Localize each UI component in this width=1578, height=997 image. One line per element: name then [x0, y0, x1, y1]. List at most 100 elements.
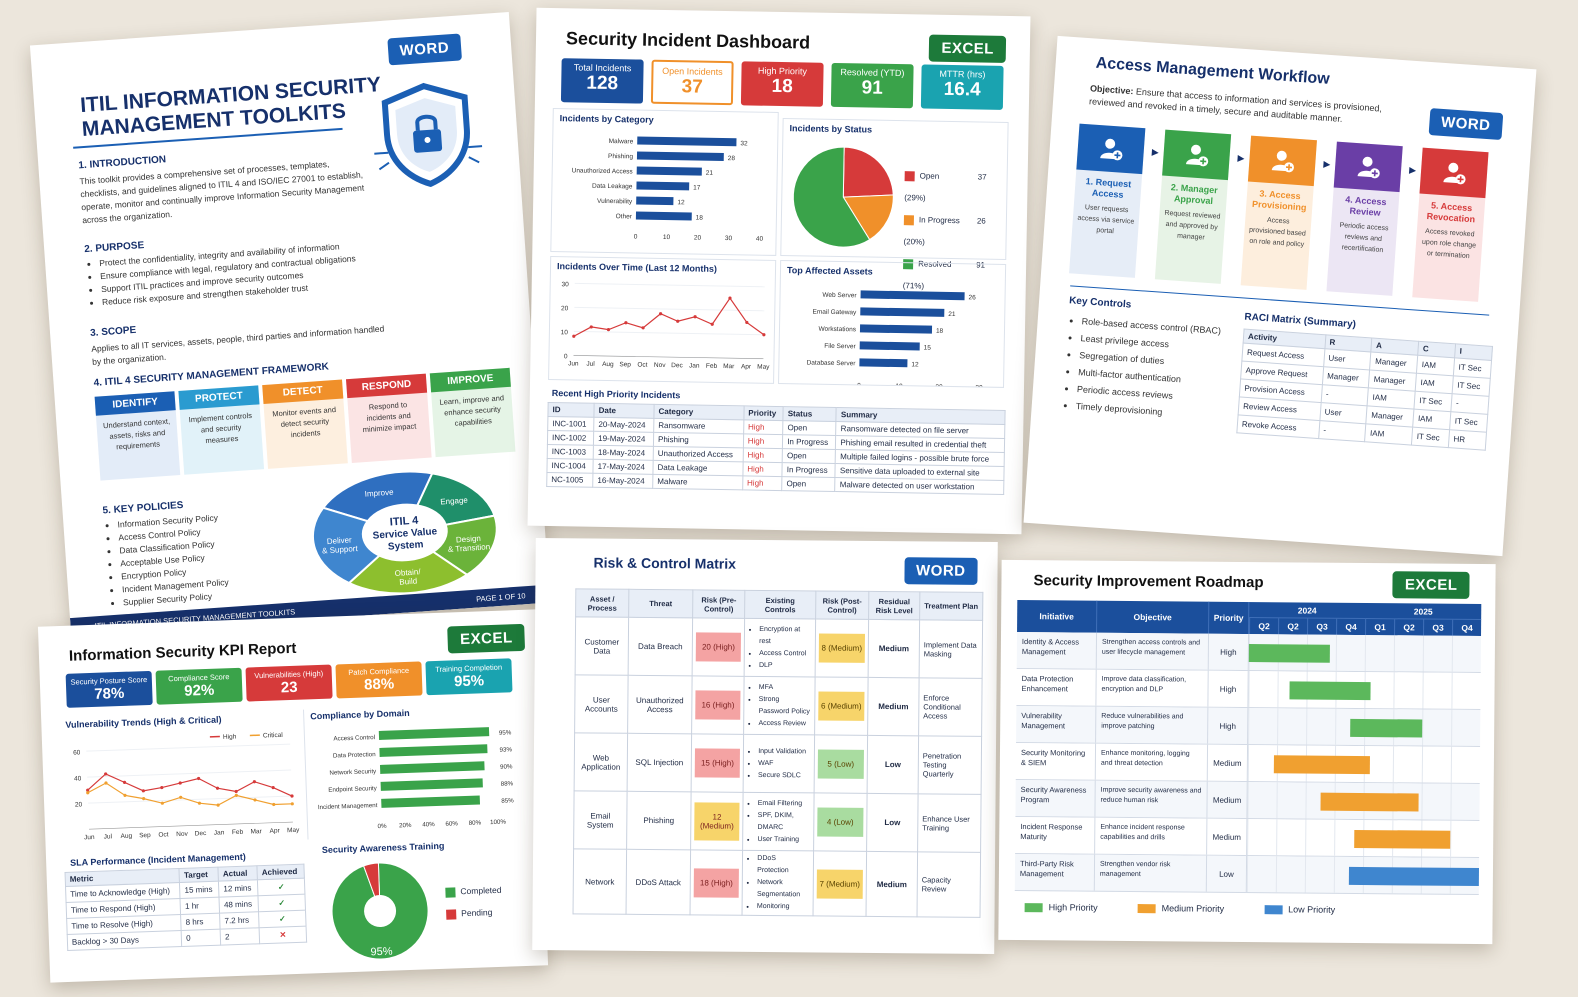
risk-score-badge: 18 (High): [693, 867, 740, 898]
quarter-label: Q3: [1307, 618, 1337, 635]
timeline-gridline: [1393, 672, 1395, 709]
table-cell: Low: [866, 793, 918, 852]
timeline-gridline: [1304, 856, 1307, 893]
initiative-name: Third-Party Risk Management: [1014, 853, 1096, 891]
initiative-objective: Strengthen vendor risk management: [1094, 854, 1208, 892]
bar-category-label: Email Gateway: [813, 309, 858, 317]
axis-tick-label: Jun: [84, 834, 95, 841]
framework-card: RESPOND Respond to incidents and minimize…: [345, 373, 432, 464]
bar: [859, 341, 920, 351]
table-header-row: Asset / Process Threat Risk (Pre-Control) E…: [575, 588, 983, 621]
list-item: Email Filtering: [758, 797, 810, 809]
wheel-center-text: ITIL 4: [389, 514, 419, 528]
column-header: Residual Risk Level: [868, 591, 920, 620]
legend-item: Open 37 (29%): [904, 165, 1007, 211]
initiative-priority: Medium: [1207, 818, 1248, 856]
timeline-cells: [1247, 819, 1479, 857]
roadmap-grid: Initiative Objective Priority 2024 2025 Q2 Q2 Q…: [1014, 599, 1482, 896]
bar-value-label: 90%: [500, 763, 513, 770]
recent-incidents-table: ID Date Category Priority Status Summary INC-1…: [546, 402, 1006, 495]
workflow-step-text: Request reviewed and approved by manager: [1164, 209, 1221, 242]
axis-tick-label: 10: [561, 329, 569, 336]
axis-tick-label: Sep: [619, 361, 631, 368]
axis-tick-label: Jul: [586, 361, 595, 368]
framework-card: DETECT Monitor events and detect security…: [262, 379, 348, 469]
bar-value-label: 32: [740, 140, 748, 147]
risk-score-cell: 16 (High): [691, 675, 745, 735]
timeline-gridline: [1450, 820, 1452, 857]
bar: [636, 181, 690, 191]
bar: [636, 166, 702, 176]
roadmap-row: Identity & Access Management Strengthen a…: [1016, 631, 1482, 674]
table-cell: Ransomware: [653, 418, 744, 434]
column-header: Objective: [1097, 600, 1210, 634]
incidents-over-time-panel: Incidents Over Time (Last 12 Months) 0 10…: [548, 256, 777, 384]
timeline-gridline: [1422, 709, 1424, 746]
table-cell: Penetration Testing Quarterly: [917, 735, 982, 795]
timeline-cells: [1247, 782, 1479, 820]
timeline-gridline: [1247, 782, 1249, 819]
timeline-gridline: [1275, 856, 1278, 893]
kpi-card: Vulnerabilities (High) 23: [245, 664, 333, 702]
gridline: [574, 306, 765, 312]
kpi-card: Open Incidents 37: [650, 59, 734, 106]
list-item: Access Control: [759, 647, 811, 659]
bar-category-label: File Server: [824, 343, 856, 351]
controls-list: Role-based access control (RBAC)Least pr…: [1061, 312, 1238, 426]
column-header: Priority: [743, 405, 784, 421]
initiative-name: Vulnerability Management: [1016, 705, 1097, 743]
user-icon: [1162, 129, 1232, 181]
axis-tick-label: 20: [694, 235, 702, 242]
quarter-label: Q4: [1336, 618, 1366, 636]
list-item: Input Validation: [758, 745, 810, 757]
table-cell: Medium: [868, 619, 920, 678]
bar-value-label: 15: [924, 345, 932, 352]
risk-score-badge: 16 (High): [695, 690, 741, 720]
raci-matrix: RACI Matrix (Summary) Activity R A C I Reques…: [1236, 312, 1494, 451]
bar-category-label: Data Protection: [333, 751, 376, 760]
axis-tick-label: May: [287, 827, 300, 834]
table-cell: Unauthorized Access: [653, 446, 744, 462]
timeline-gridline: [1247, 819, 1249, 856]
timeline-gridline: [1450, 783, 1452, 820]
objective: Objective: Ensure that access to informa…: [1089, 82, 1410, 130]
itil-service-value-wheel: Improve Engage Design& Transition Obtain/Bu…: [311, 470, 498, 595]
risk-score-badge: 20 (High): [695, 632, 742, 662]
framework-card-text: Implement controls and security measures: [188, 410, 253, 446]
legend-label: Pending: [461, 907, 493, 919]
legend-label: Low Priority: [1288, 904, 1336, 915]
column-header: Treatment Plan: [919, 591, 983, 621]
year-label: 2025: [1365, 603, 1482, 621]
risk-score-cell: 4 (Low): [813, 792, 868, 852]
bar-value-label: 18: [936, 328, 944, 335]
bar-category-label: Data Leakage: [592, 183, 633, 191]
arrow-icon: ▶: [1323, 158, 1331, 170]
initiative-objective: Enhance incident response capabilities a…: [1095, 817, 1208, 855]
table-cell: Enhance User Training: [917, 793, 982, 853]
table-cell: 2: [220, 927, 260, 946]
axis-tick-label: 10: [663, 234, 671, 241]
wheel-segment: [311, 506, 382, 585]
data-point: [606, 328, 611, 332]
wheel-segment-label: Design: [456, 534, 481, 545]
axis-tick-label: 0: [564, 353, 568, 360]
table-cell: Input ValidationWAFSecure SDLC: [743, 734, 815, 793]
kpi-value: 95%: [453, 672, 485, 691]
table-cell: 15 mins: [179, 881, 220, 899]
table-cell: 1 hr: [180, 897, 220, 915]
table-cell: 20-May-2024: [593, 417, 654, 433]
kpi-value: 88%: [363, 675, 395, 694]
timeline-gridline: [1422, 635, 1425, 672]
x-axis: [89, 821, 293, 830]
wheel-segment-label: Build: [399, 576, 417, 586]
pie-slice: [842, 194, 894, 241]
training-donut-chart: 95%: [331, 862, 429, 960]
bar-category-label: Other: [616, 213, 633, 220]
data-point: [658, 312, 663, 316]
compliance-bar-chart: Access Control 95% Data Protection 93% Netwo…: [318, 727, 514, 830]
kpi-card: High Priority 18: [740, 61, 824, 107]
list-item: User Training: [757, 833, 809, 845]
roadmap-title: Security Improvement Roadmap: [1033, 572, 1264, 592]
list-item: Access Review: [758, 717, 810, 729]
bar: [859, 324, 933, 334]
